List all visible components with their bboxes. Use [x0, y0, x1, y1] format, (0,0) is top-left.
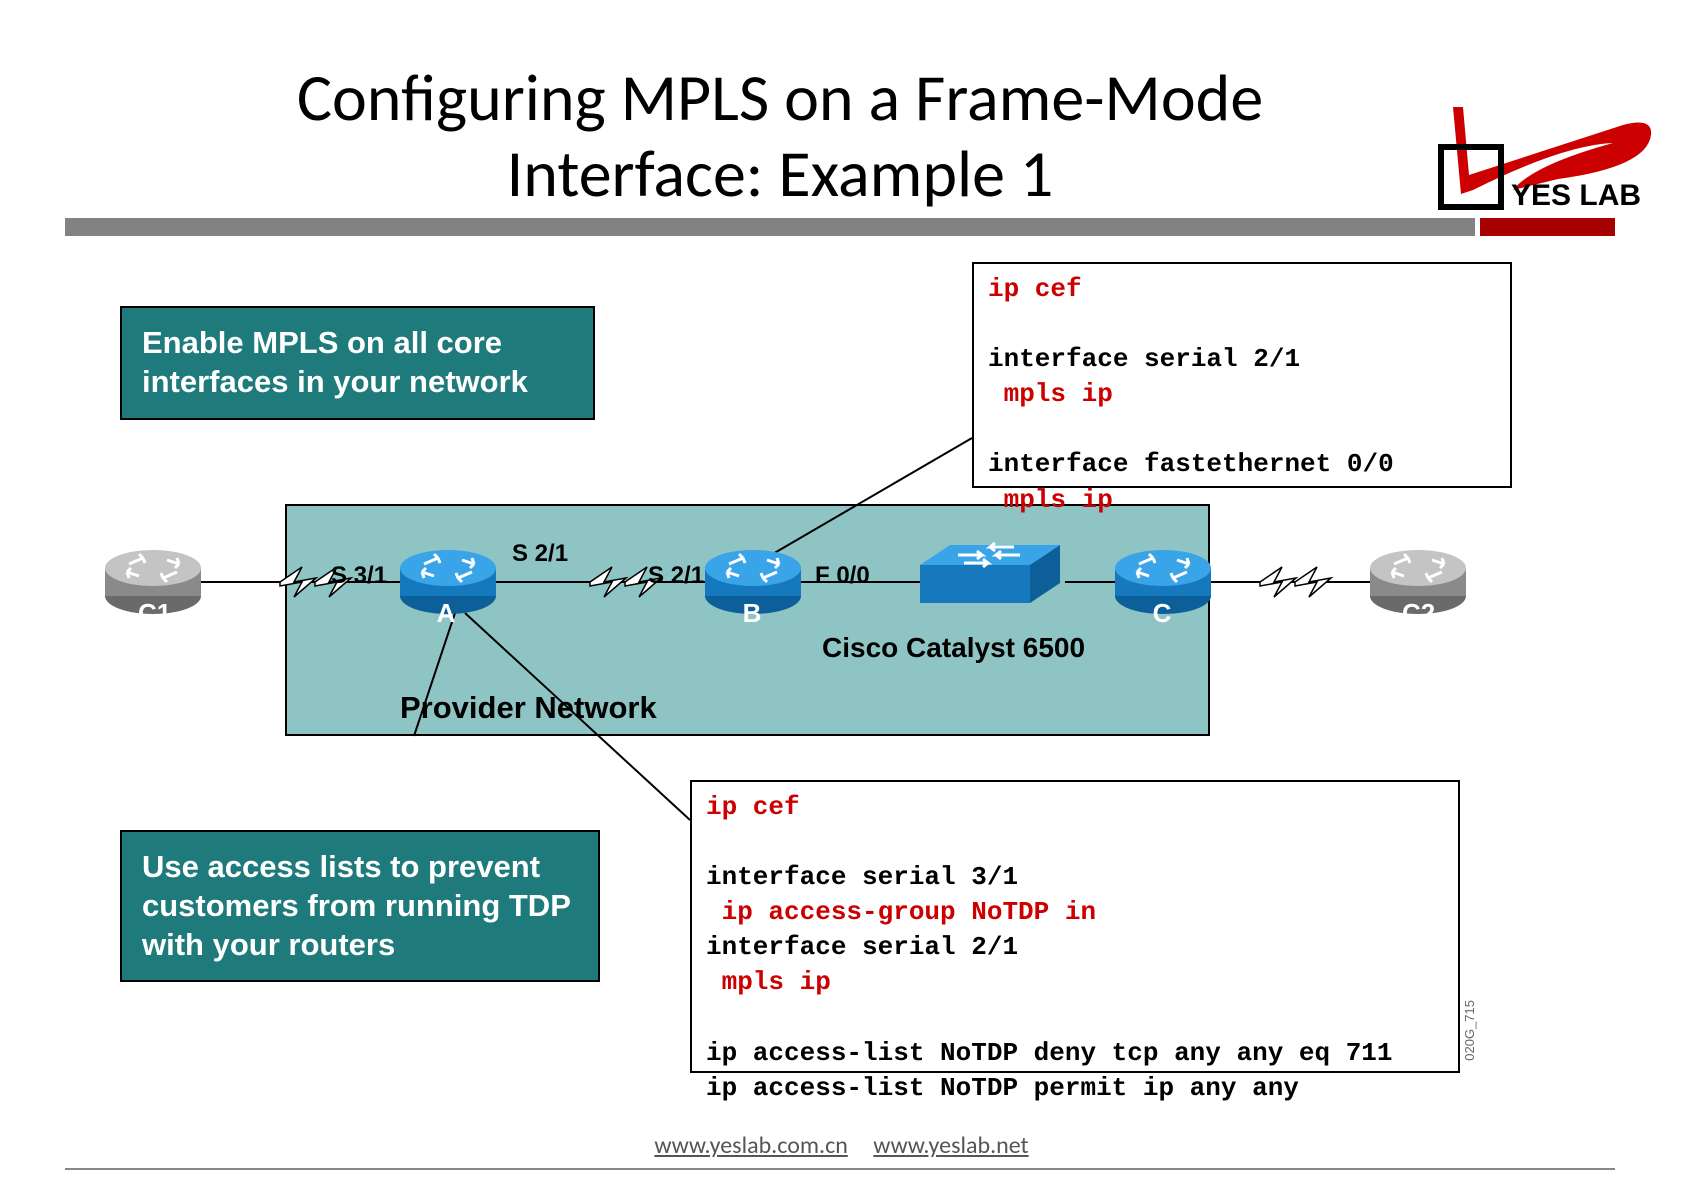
node-c1-label: C1	[138, 598, 168, 629]
iface-f00: F 0/0	[815, 562, 870, 590]
footer: www.yeslab.com.cn www.yeslab.net	[0, 1131, 1683, 1160]
iface-s21b: S 2/1	[648, 562, 704, 590]
node-a-label: A	[436, 598, 456, 629]
iface-s31: S 3/1	[331, 562, 387, 590]
network-topology	[0, 0, 1683, 1190]
node-c2-label: C2	[1402, 598, 1434, 629]
slide-id: 020G_715	[1462, 1000, 1477, 1061]
node-c-label: C	[1152, 598, 1172, 629]
footer-link-2[interactable]: www.yeslab.net	[873, 1131, 1028, 1160]
switch-icon	[920, 543, 1060, 603]
footer-link-1[interactable]: www.yeslab.com.cn	[654, 1131, 847, 1160]
catalyst-label: Cisco Catalyst 6500	[822, 632, 1085, 664]
provider-network-label: Provider Network	[400, 690, 657, 726]
footer-rule	[65, 1168, 1615, 1170]
iface-s21a: S 2/1	[512, 540, 568, 568]
node-b-label: B	[742, 598, 762, 629]
slide: Configuring MPLS on a Frame-Mode Interfa…	[0, 0, 1683, 1190]
